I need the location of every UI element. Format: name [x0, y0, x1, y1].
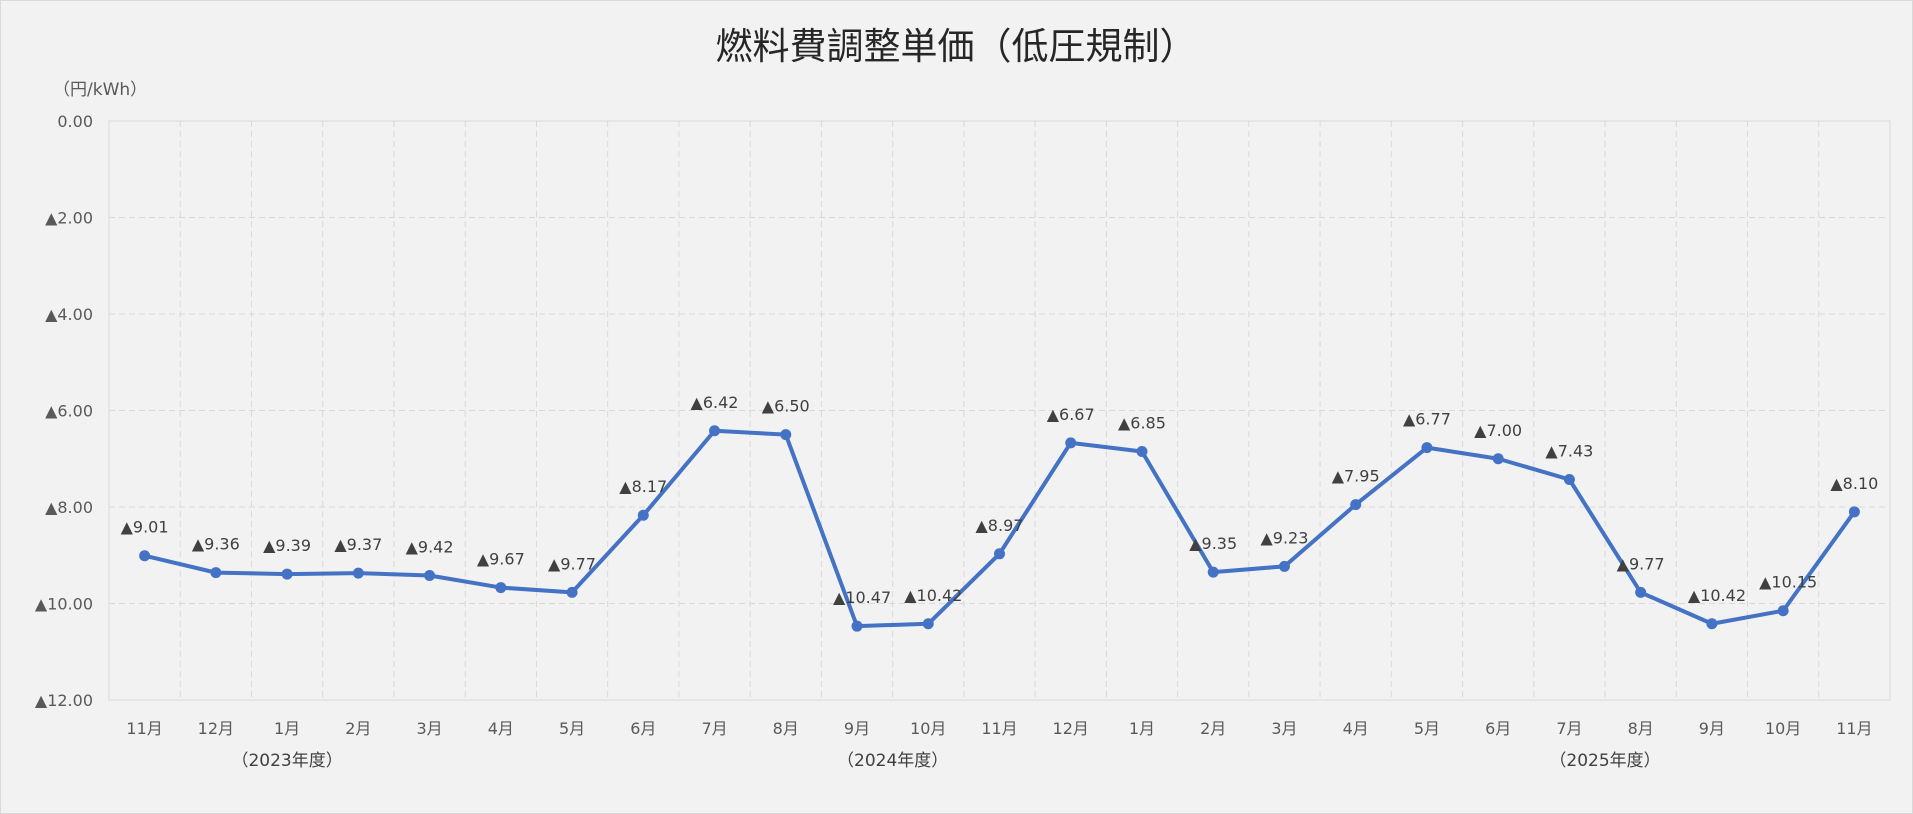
data-label: ▲6.67: [1047, 405, 1095, 424]
data-label: ▲9.36: [192, 535, 240, 554]
data-label: ▲8.97: [976, 516, 1024, 535]
fiscal-year-label: （2023年度）: [231, 751, 342, 771]
data-point: [637, 509, 649, 521]
x-tick-label: 11月: [981, 719, 1017, 738]
y-tick-label: ▲6.00: [45, 402, 93, 421]
fiscal-year-labels: （2023年度） （2024年度） （2025年度）: [231, 751, 1660, 771]
y-axis-unit-label: （円/kWh）: [53, 80, 147, 100]
x-tick-label: 7月: [1556, 719, 1582, 738]
data-label: ▲7.95: [1332, 467, 1380, 486]
x-tick-label: 9月: [844, 719, 870, 738]
data-point: [709, 425, 721, 437]
x-tick-label: 11月: [1836, 719, 1872, 738]
data-point: [1777, 605, 1789, 617]
data-point: [851, 620, 863, 632]
data-label: ▲7.43: [1545, 441, 1593, 460]
y-tick-label: ▲10.00: [35, 595, 93, 614]
data-point: [922, 618, 934, 630]
x-tick-label: 8月: [773, 719, 799, 738]
fiscal-year-label: （2024年度）: [837, 751, 948, 771]
data-label: ▲8.17: [619, 477, 667, 496]
data-point: [1136, 446, 1148, 458]
data-label: ▲9.42: [406, 538, 454, 557]
data-label: ▲10.42: [1688, 586, 1746, 605]
x-tick-label: 5月: [1414, 719, 1440, 738]
data-point: [210, 567, 222, 579]
y-tick-label: ▲2.00: [45, 209, 93, 228]
data-label: ▲9.01: [121, 518, 169, 537]
data-point: [1492, 453, 1504, 465]
data-label: ▲9.77: [1617, 554, 1665, 573]
x-tick-label: 6月: [630, 719, 656, 738]
series-line: [139, 425, 1860, 632]
data-point: [1848, 506, 1860, 518]
y-tick-label: ▲8.00: [45, 498, 93, 517]
chart-title: 燃料費調整単価（低圧規制）: [716, 25, 1197, 68]
x-tick-label: 3月: [416, 719, 442, 738]
y-tick-label: ▲4.00: [45, 305, 93, 324]
data-point: [281, 568, 293, 580]
data-label: ▲6.42: [691, 393, 739, 412]
x-tick-label: 4月: [1343, 719, 1369, 738]
data-point: [1350, 499, 1362, 511]
data-point: [1563, 473, 1575, 485]
x-tick-label: 2月: [345, 719, 371, 738]
x-tick-label: 1月: [1129, 719, 1155, 738]
x-tick-label: 10月: [1765, 719, 1801, 738]
data-point: [1635, 586, 1647, 598]
data-label: ▲9.35: [1189, 534, 1237, 553]
data-point: [566, 586, 578, 598]
data-point: [495, 582, 507, 594]
x-tick-label: 9月: [1699, 719, 1725, 738]
x-tick-label: 3月: [1271, 719, 1297, 738]
x-tick-label: 8月: [1628, 719, 1654, 738]
data-label: ▲9.37: [334, 535, 382, 554]
data-label: ▲8.10: [1830, 474, 1878, 493]
fiscal-year-label: （2025年度）: [1549, 751, 1660, 771]
grid-lines: [108, 120, 1891, 701]
x-tick-label: 5月: [559, 719, 585, 738]
data-labels: ▲9.01 ▲9.36 ▲9.39 ▲9.37 ▲9.42 ▲9.67 ▲9.77 ▲8.17…: [121, 393, 1879, 607]
data-label: ▲6.85: [1118, 414, 1166, 433]
x-tick-label: 6月: [1485, 719, 1511, 738]
x-tick-label: 12月: [1053, 719, 1089, 738]
x-tick-label: 11月: [126, 719, 162, 738]
data-label: ▲10.15: [1759, 573, 1817, 592]
data-label: ▲9.77: [548, 554, 596, 573]
data-point: [780, 429, 792, 441]
x-tick-label: 4月: [488, 719, 514, 738]
data-label: ▲6.77: [1403, 410, 1451, 429]
data-point: [1065, 437, 1077, 449]
y-tick-label: 0.00: [57, 112, 93, 131]
data-point: [139, 550, 151, 562]
data-label: ▲9.67: [477, 550, 525, 569]
x-tick-label: 7月: [701, 719, 727, 738]
data-label: ▲6.50: [762, 397, 810, 416]
x-tick-label: 2月: [1200, 719, 1226, 738]
data-label: ▲10.42: [904, 586, 962, 605]
y-tick-label: ▲12.00: [35, 691, 93, 710]
data-label: ▲9.23: [1260, 528, 1308, 547]
data-label: ▲10.47: [833, 588, 891, 607]
data-point: [352, 567, 364, 579]
data-point: [1706, 618, 1718, 630]
x-tick-label: 12月: [198, 719, 234, 738]
data-point: [994, 548, 1005, 560]
x-tick-label: 1月: [274, 719, 300, 738]
data-point: [424, 570, 436, 582]
x-tick-label: 10月: [910, 719, 946, 738]
y-axis-ticks: 0.00 ▲2.00 ▲4.00 ▲6.00 ▲8.00 ▲10.00 ▲12.00: [35, 112, 93, 710]
data-point: [1421, 442, 1433, 454]
data-point: [1278, 560, 1290, 572]
data-label: ▲9.39: [263, 536, 311, 555]
x-axis-ticks: 11月 12月 1月 2月 3月 4月 5月 6月 7月 8月 9月 10月 11月 12月 1月 2月 3月 4…: [126, 719, 1872, 738]
data-point: [1207, 566, 1219, 578]
data-label: ▲7.00: [1474, 421, 1522, 440]
